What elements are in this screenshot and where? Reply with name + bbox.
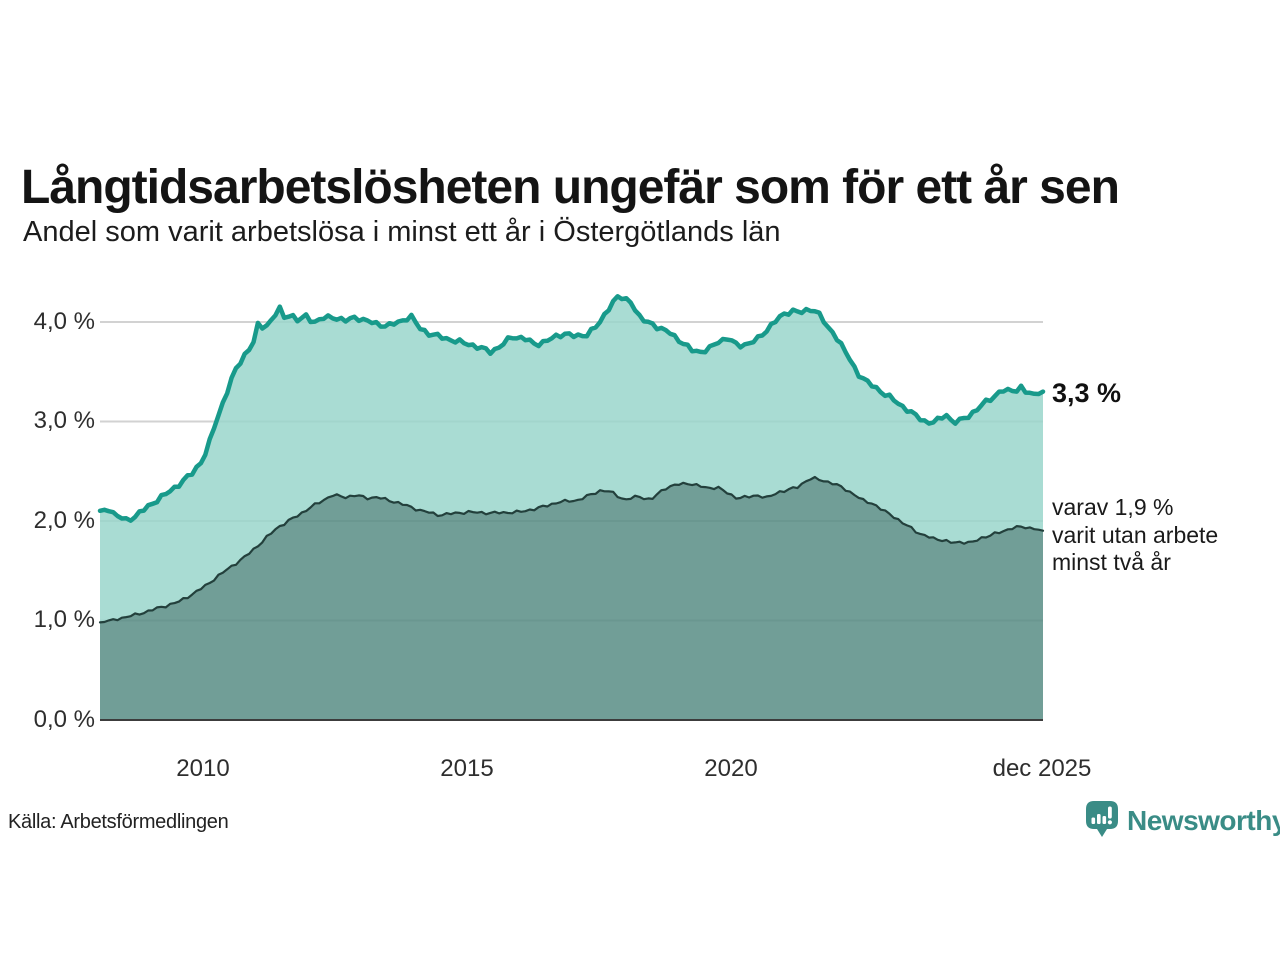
chart-subtitle: Andel som varit arbetslösa i minst ett å… <box>23 216 781 248</box>
x-tick-2015: 2015 <box>440 755 494 782</box>
y-tick-0: 0,0 % <box>33 706 95 733</box>
end-detail-annotation: varav 1,9 % varit utan arbete minst två … <box>1052 494 1218 577</box>
area-fills <box>100 296 1043 720</box>
newsworthy-logo: Newsworthy <box>1086 799 1280 843</box>
y-tick-2: 2,0 % <box>33 507 95 534</box>
end-detail-line-3: minst två år <box>1052 549 1171 575</box>
source-note: Källa: Arbetsförmedlingen <box>8 811 229 833</box>
line-minst-ett-ar <box>97 294 1046 523</box>
end-detail-line-2: varit utan arbete <box>1052 521 1219 548</box>
y-tick-4: 4,0 % <box>33 308 95 335</box>
area-minst-tva-ar <box>100 477 1043 720</box>
x-tick-2020: 2020 <box>704 755 758 782</box>
line-minst-tva-ar <box>98 475 1045 624</box>
end-detail-line-1: varav 1,9 % <box>1052 494 1174 520</box>
y-tick-1: 1,0 % <box>33 606 95 633</box>
newsworthy-bubble-icon <box>1086 801 1118 837</box>
newsworthy-wordmark: Newsworthy <box>1127 805 1280 836</box>
y-tick-3: 3,0 % <box>33 407 95 434</box>
x-tick-dec-2025: dec 2025 <box>992 755 1092 782</box>
x-tick-2010: 2010 <box>176 755 230 782</box>
area-minst-ett-ar <box>100 296 1043 623</box>
series-lines <box>97 294 1046 624</box>
end-value-label: 3,3 % <box>1052 378 1122 408</box>
chart-title: Långtidsarbetslösheten ungefär som för e… <box>21 161 1120 215</box>
